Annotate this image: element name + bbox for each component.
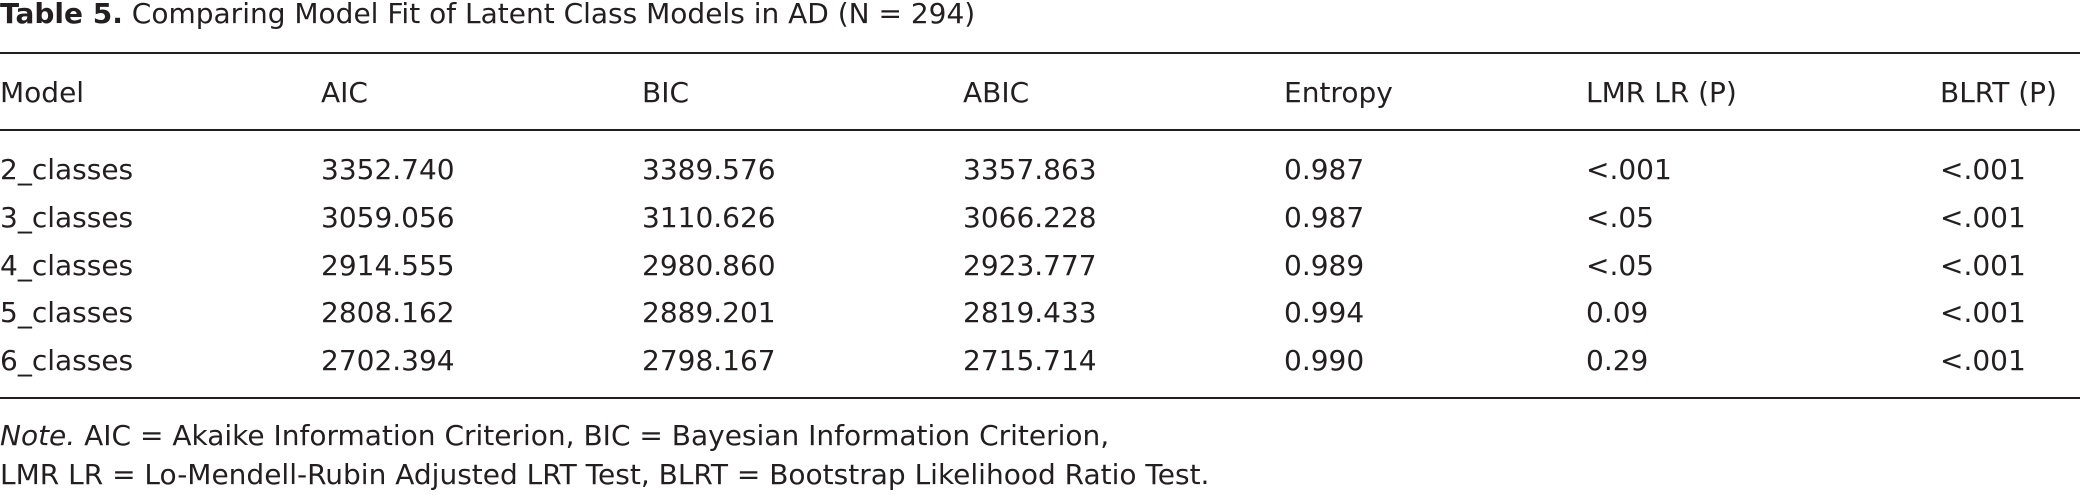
- table-cell: <.001: [1940, 296, 2026, 330]
- table-cell: 0.987: [1284, 200, 1365, 234]
- table-cell: 3066.228: [963, 200, 1097, 234]
- header-rule: [0, 129, 2080, 131]
- note-text: AIC = Akaike Information Criterion, BIC …: [84, 419, 1110, 452]
- column-header: LMR LR (P): [1586, 76, 1737, 109]
- table-cell: 2819.433: [963, 296, 1097, 330]
- table-cell: 4_classes: [0, 248, 134, 282]
- column-header: ABIC: [963, 76, 1030, 109]
- table-cell: 3352.740: [321, 153, 455, 186]
- note-label: Note.: [0, 419, 76, 452]
- table-cell: 0.29: [1586, 344, 1649, 378]
- table-cell: 2914.555: [321, 248, 455, 282]
- table-cell: 2889.201: [642, 296, 776, 330]
- table-cell: 2808.162: [321, 296, 455, 330]
- top-rule: [0, 52, 2080, 54]
- table-cell: 6_classes: [0, 344, 134, 378]
- table-cell: 3389.576: [642, 153, 776, 186]
- note-line: LMR LR = Lo-Mendell-Rubin Adjusted LRT T…: [0, 458, 1210, 491]
- table-label: Table 5.: [0, 0, 123, 30]
- table-cell: 3110.626: [642, 200, 776, 234]
- table-cell: 5_classes: [0, 296, 134, 330]
- table-cell: 0.09: [1586, 296, 1649, 330]
- table-cell: 0.987: [1284, 153, 1365, 186]
- column-header: BIC: [642, 76, 690, 109]
- table-cell: 3_classes: [0, 200, 134, 234]
- column-header: Entropy: [1284, 76, 1393, 109]
- bottom-rule: [0, 397, 2080, 399]
- column-header: Model: [0, 76, 85, 109]
- title: Table 5. Comparing Model Fit of Latent C…: [0, 0, 975, 28]
- table-cell: 2_classes: [0, 153, 134, 186]
- table-cell: 2702.394: [321, 344, 455, 378]
- table-cell: <.05: [1586, 200, 1654, 234]
- table-cell: 2923.777: [963, 248, 1097, 282]
- table-cell: 0.989: [1284, 248, 1365, 282]
- table-cell: 0.990: [1284, 344, 1365, 378]
- column-header: BLRT (P): [1940, 76, 2057, 109]
- table-cell: 3059.056: [321, 200, 455, 234]
- column-header: AIC: [321, 76, 368, 109]
- table-cell: 0.994: [1284, 296, 1365, 330]
- table-cell: <.001: [1940, 153, 2026, 186]
- table-cell: 3357.863: [963, 153, 1097, 186]
- table-cell: <.05: [1586, 248, 1654, 282]
- table-cell: 2798.167: [642, 344, 776, 378]
- table-cell: 2980.860: [642, 248, 776, 282]
- table-cell: 2715.714: [963, 344, 1097, 378]
- table-cell: <.001: [1940, 344, 2026, 378]
- note-line: Note. AIC = Akaike Information Criterion…: [0, 422, 1109, 450]
- table-cell: <.001: [1940, 200, 2026, 234]
- table-title: Comparing Model Fit of Latent Class Mode…: [131, 0, 976, 30]
- table-cell: <.001: [1586, 153, 1672, 186]
- table-cell: <.001: [1940, 248, 2026, 282]
